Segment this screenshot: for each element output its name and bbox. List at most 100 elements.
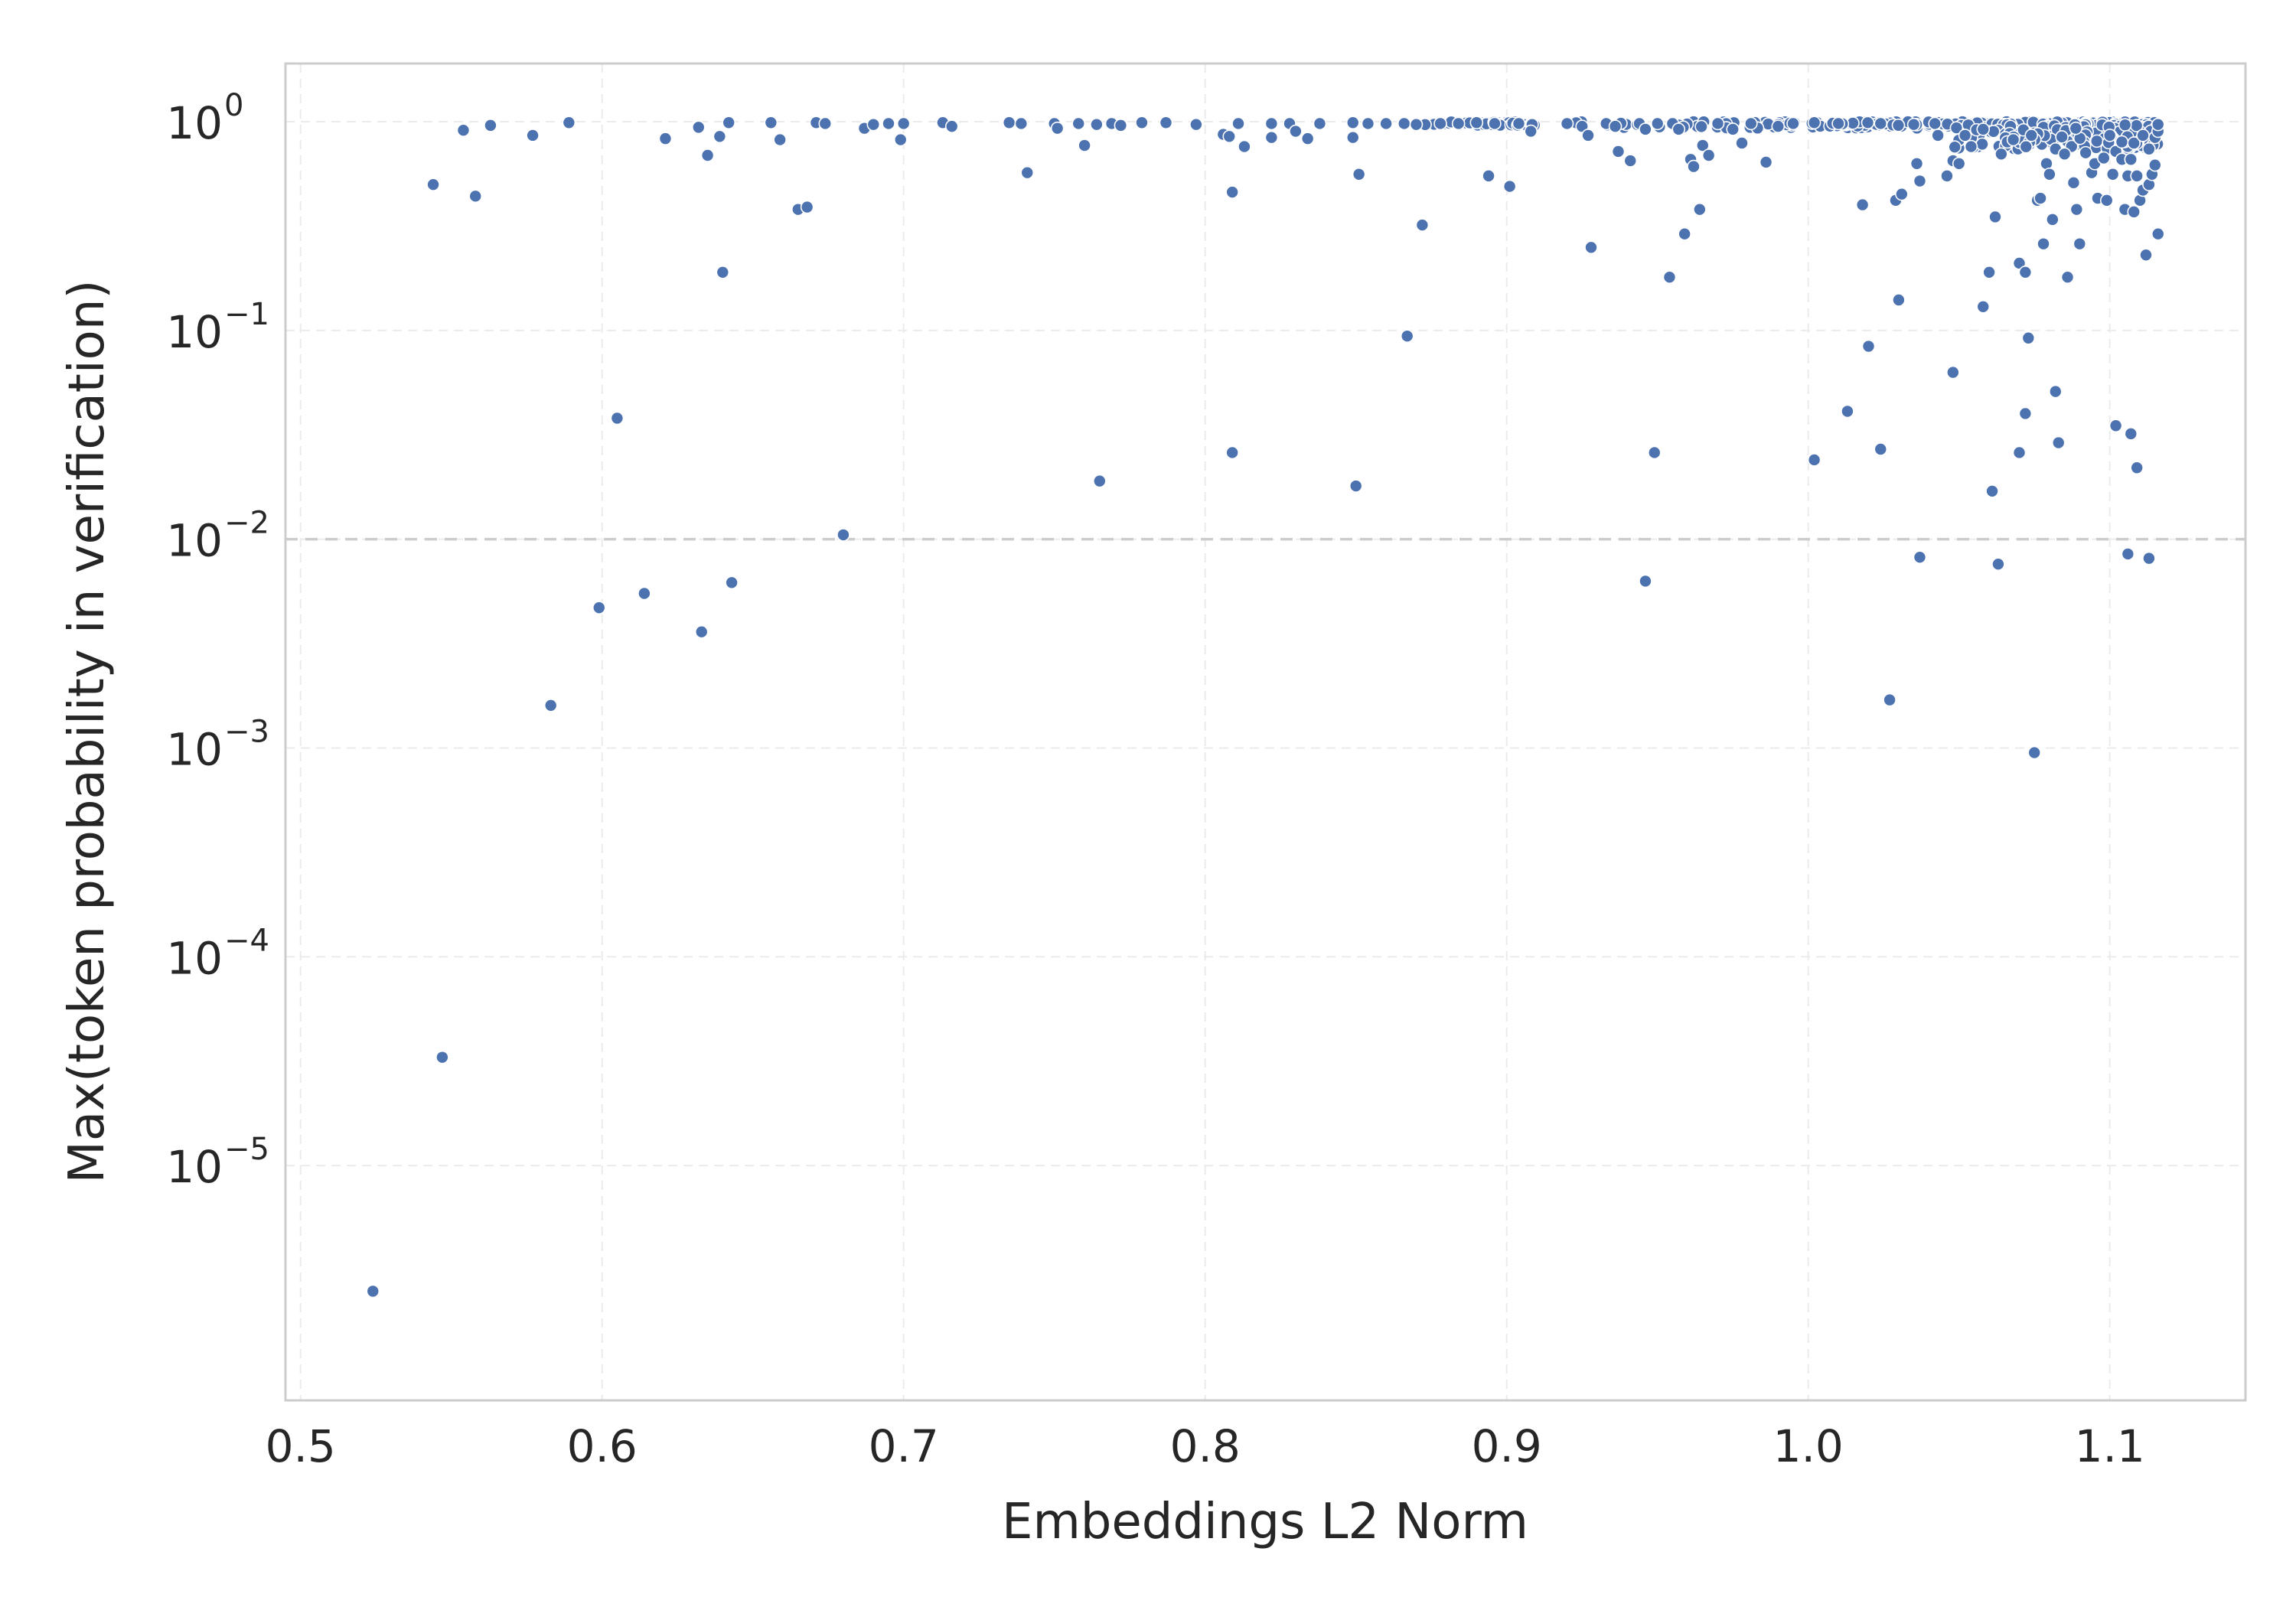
data-point (1932, 129, 1944, 142)
y-tick-label: 10 (166, 515, 223, 567)
data-point (1639, 575, 1652, 587)
data-point (1983, 266, 1995, 279)
data-point (1190, 119, 1202, 131)
data-point (837, 529, 850, 541)
data-point (774, 134, 786, 146)
data-point (1892, 119, 1904, 132)
data-point (696, 626, 708, 638)
data-point (527, 129, 539, 142)
data-point (2125, 428, 2137, 440)
data-point (2047, 214, 2059, 226)
data-point (1992, 558, 2004, 570)
data-point (2037, 238, 2050, 250)
x-tick-label: 1.1 (2075, 1420, 2145, 1472)
data-point (1949, 141, 1961, 153)
data-point (1913, 551, 1926, 563)
data-point (1072, 117, 1084, 129)
data-point (1265, 132, 1277, 144)
data-point (1639, 123, 1652, 135)
x-tick-label: 1.0 (1773, 1420, 1844, 1472)
data-point (638, 588, 651, 600)
data-point (2022, 332, 2034, 344)
data-point (2091, 135, 2103, 147)
data-point (716, 266, 729, 279)
data-point (2069, 122, 2082, 135)
data-point (1883, 694, 1896, 706)
data-point (882, 117, 895, 129)
x-tick-label: 0.8 (1170, 1420, 1241, 1472)
x-tick-label: 0.5 (266, 1420, 336, 1472)
data-point (1582, 129, 1594, 142)
data-point (1772, 120, 1784, 132)
data-point (545, 699, 557, 712)
y-tick-label: 10 (166, 932, 223, 984)
data-point (702, 149, 714, 161)
data-point (819, 117, 831, 129)
y-axis-label: Max(token probability in verification) (59, 280, 116, 1184)
data-point (765, 116, 777, 129)
data-point (1434, 117, 1446, 129)
data-point (1908, 119, 1920, 131)
data-point (1290, 125, 1302, 138)
data-point (1989, 210, 2001, 223)
data-point (611, 412, 623, 424)
data-point (1941, 170, 1953, 182)
data-point (2115, 135, 2128, 148)
data-point (1226, 186, 1238, 198)
data-point (2101, 194, 2113, 207)
data-point (2070, 204, 2082, 216)
data-point (1353, 168, 1365, 181)
data-point (1313, 117, 1326, 129)
data-point (1959, 129, 1971, 142)
data-point (1649, 446, 1661, 458)
data-point (1678, 228, 1691, 240)
data-point (1411, 119, 1423, 131)
data-point (2152, 228, 2164, 240)
data-point (1003, 116, 1016, 129)
plot-area (285, 64, 2245, 1400)
data-point (2119, 119, 2131, 131)
data-point (1893, 294, 1905, 306)
data-point (1226, 446, 1238, 458)
y-tick-label: 10 (166, 306, 223, 358)
data-point (2107, 168, 2119, 181)
data-point (2034, 192, 2047, 204)
data-point (1736, 137, 1748, 149)
data-point (1094, 475, 1106, 487)
data-point (2140, 249, 2152, 261)
data-point (801, 201, 814, 214)
data-point (895, 134, 907, 146)
data-point (1712, 117, 1724, 129)
data-point (2149, 159, 2161, 171)
data-point (898, 117, 910, 129)
data-point (2128, 206, 2140, 218)
data-point (2028, 747, 2040, 759)
data-point (2020, 141, 2032, 153)
data-point (1977, 301, 1989, 313)
data-point (1136, 116, 1148, 129)
data-point (2053, 437, 2065, 449)
data-point (2137, 129, 2149, 142)
data-point (1114, 119, 1127, 132)
data-point (1672, 123, 1684, 135)
data-point (1947, 367, 1959, 379)
x-tick-label: 0.7 (869, 1420, 939, 1472)
data-point (427, 178, 439, 191)
data-point (1995, 148, 2007, 160)
data-point (1159, 116, 1172, 129)
data-point (1401, 330, 1414, 342)
y-tick-exponent: −3 (224, 714, 269, 749)
data-point (1874, 117, 1887, 129)
data-point (2056, 131, 2068, 143)
x-tick-labels: 0.5 0.6 0.7 0.8 0.9 1.0 1.1 (266, 1420, 2145, 1472)
data-point (1760, 156, 1773, 168)
data-point (2025, 129, 2037, 142)
data-point (1953, 158, 1965, 170)
data-point (1694, 204, 1706, 216)
data-point (867, 119, 879, 131)
data-point (2062, 271, 2074, 283)
data-point (1727, 123, 1739, 135)
data-point (1911, 158, 1923, 170)
data-point (1223, 130, 1235, 142)
data-point (1512, 117, 1525, 129)
